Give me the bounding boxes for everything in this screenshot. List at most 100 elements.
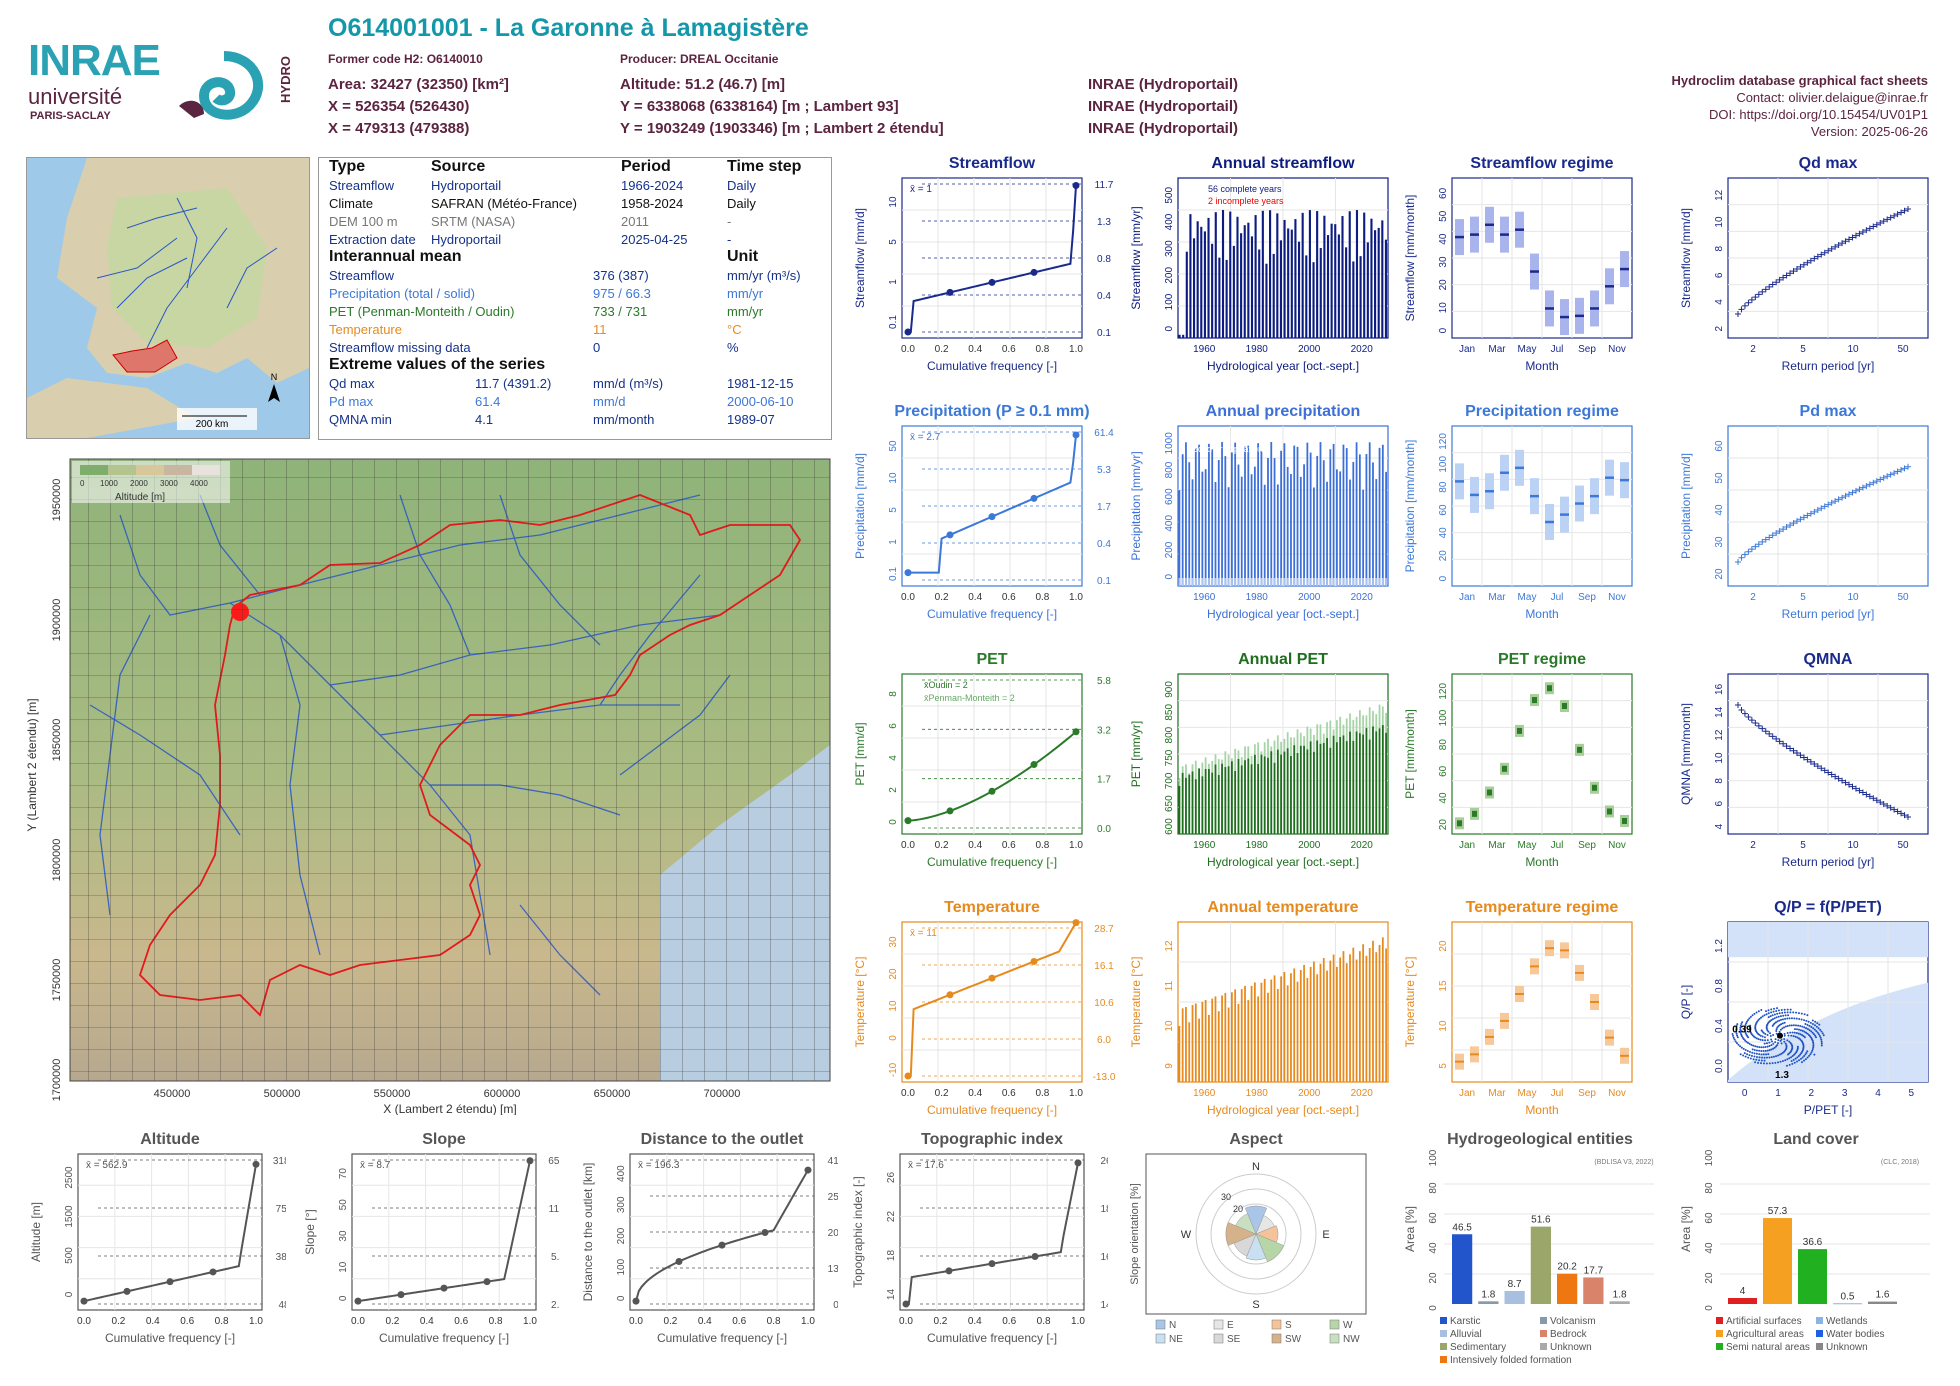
scatter-point: [1780, 1038, 1783, 1041]
scatter-point: [1776, 1061, 1779, 1064]
annual-bar: [1261, 210, 1264, 338]
fdc-point: [718, 1241, 726, 1249]
scatter-point: [1788, 1024, 1791, 1027]
x-lambert2: X = 479313 (479388): [328, 120, 470, 137]
annual-bar: [1319, 963, 1322, 1082]
map-y-tick: 1750000: [51, 959, 63, 1002]
return-point: [1832, 498, 1839, 505]
scatter-point: [1783, 1008, 1786, 1011]
scatter-point: [1735, 1026, 1738, 1029]
y-tick: 0.8: [1714, 979, 1725, 993]
y-tick: 100: [1428, 1149, 1439, 1166]
scatter-point: [1799, 1033, 1802, 1036]
x-tick: 50: [1897, 344, 1909, 355]
scatter-point: [1748, 1042, 1751, 1045]
scatter-point: [1754, 1061, 1757, 1064]
annual-bar: [1283, 219, 1286, 338]
y-tick: 30: [1714, 536, 1725, 548]
pet-regime-chart: PET regime Month PET [mm/month] Jan Mar May Ju…: [1403, 651, 1633, 869]
x-tick: 0.8: [767, 1316, 781, 1327]
annual-bar: [1247, 1000, 1250, 1082]
mean-pet-value: 733 / 731: [593, 304, 648, 319]
return-point: [1814, 253, 1821, 260]
fdc-point: [123, 1287, 131, 1295]
scatter-point: [1818, 1035, 1821, 1038]
database-title: Hydroclim database graphical fact sheets: [1671, 73, 1928, 88]
x-tick: 5: [1909, 1088, 1915, 1099]
oudin-bar: [1194, 779, 1197, 834]
annual-bar: [1182, 334, 1185, 338]
y-tick: 0.1: [888, 315, 899, 329]
annual-bar: [1332, 954, 1335, 1082]
fdc-point: [988, 513, 996, 521]
annual-bar: [1316, 211, 1319, 338]
plot-frame: [77, 1153, 263, 1311]
y-tick: 200: [1164, 541, 1175, 558]
mean-precip-value: 975 / 66.3: [593, 286, 651, 301]
x-tick: 0.6: [1002, 592, 1016, 603]
x-tick: 1.0: [801, 1316, 815, 1327]
extreme-qmna-value: 4.1: [475, 412, 494, 427]
x-tick: 0.4: [968, 1088, 982, 1099]
x-tick: 2: [1750, 344, 1756, 355]
right-tick: 0.1: [1097, 576, 1111, 587]
scatter-point: [1766, 1039, 1769, 1042]
extreme-qd-date: 1981-12-15: [727, 376, 794, 391]
inrae-logo: INRAE: [28, 36, 161, 85]
scatter-point: [1820, 1038, 1823, 1041]
scatter-point: [1764, 1039, 1767, 1042]
plot-frame: [901, 177, 1083, 339]
return-point: [1790, 747, 1797, 754]
scatter-point: [1765, 1042, 1768, 1045]
annual-bar: [1349, 954, 1351, 1082]
scatter-point: [1797, 1024, 1800, 1027]
solid-bar: [1240, 578, 1243, 586]
solid-bar: [1270, 578, 1273, 586]
y-tick: 40: [1428, 1242, 1439, 1254]
annual-bar: [1272, 253, 1275, 338]
oudin-bar: [1381, 725, 1384, 834]
oudin-bar: [1303, 745, 1305, 834]
oudin-bar: [1214, 764, 1217, 834]
y-axis-label: Precipitation [mm/yr]: [1129, 451, 1143, 560]
y-tick: 200: [1164, 267, 1175, 284]
annual-bar: [1250, 236, 1254, 338]
y-tick: 0: [1164, 325, 1175, 331]
y-axis-label: Slope orientation [%]: [1129, 1183, 1141, 1285]
annual-bar: [1234, 442, 1237, 586]
chart-title: Annual streamflow: [1211, 155, 1355, 172]
right-tick: 3.2: [1097, 725, 1111, 736]
y-tick: 300: [1164, 240, 1175, 257]
scatter-point: [1786, 1017, 1789, 1020]
x-tick: 0.2: [663, 1316, 677, 1327]
right-tick: 5.3: [551, 1252, 560, 1263]
map-x-tick: 500000: [264, 1088, 301, 1100]
annual-bar: [1306, 442, 1309, 586]
annual-bar: [1279, 240, 1282, 338]
scatter-point: [1817, 1027, 1820, 1030]
scatter-point: [1811, 1039, 1814, 1042]
scatter-point: [1770, 1044, 1773, 1047]
annual-bar: [1178, 490, 1181, 586]
y-tick: 15: [1438, 980, 1449, 992]
scatter-point: [1812, 1044, 1815, 1047]
solid-bar: [1286, 578, 1289, 586]
annual-bar: [1227, 487, 1230, 586]
oudin-bar: [1319, 743, 1322, 834]
oudin-bar: [1290, 756, 1292, 834]
return-point: [1839, 494, 1846, 501]
solid-bar: [1293, 578, 1296, 586]
annual-bar: [1385, 948, 1387, 1082]
annual-bar: [1345, 963, 1348, 1082]
annual-bar: [1247, 445, 1250, 586]
scatter-point: [1737, 1043, 1740, 1046]
return-point: [1898, 466, 1905, 473]
solid-bar: [1253, 578, 1256, 586]
y-tick: 40: [1704, 1242, 1715, 1254]
x-tick: Mar: [1488, 344, 1506, 355]
solid-bar: [1385, 578, 1387, 586]
return-point: [1804, 756, 1811, 763]
scatter-point: [1788, 1017, 1791, 1020]
scatter-point: [1797, 1054, 1800, 1057]
solid-bar: [1276, 578, 1279, 586]
